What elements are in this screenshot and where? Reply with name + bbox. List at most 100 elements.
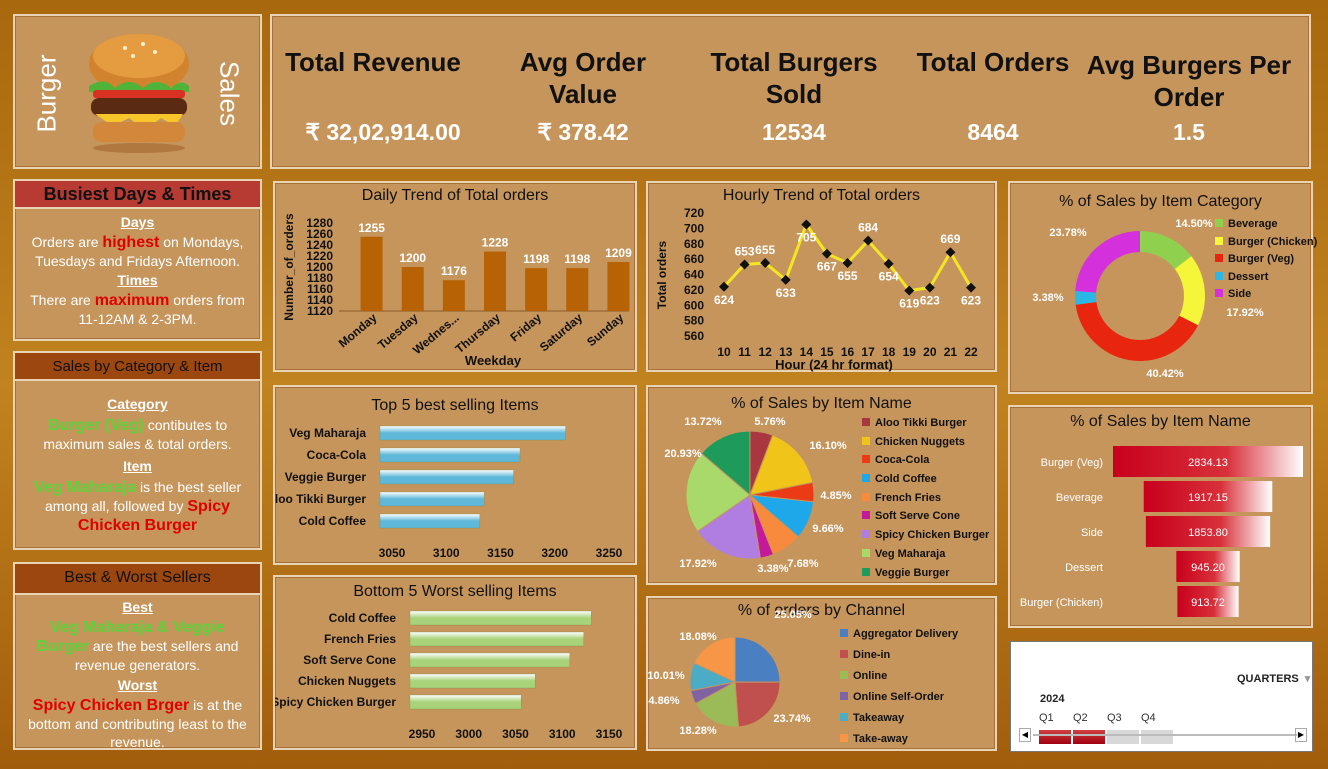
x-tick-label: 17 <box>861 345 875 359</box>
bar <box>607 262 630 311</box>
quarter-label: Q3 <box>1107 712 1122 724</box>
legend-label: Cold Coffee <box>875 473 937 486</box>
data-label: 14.50% <box>1175 218 1213 230</box>
x-tick-label: 14 <box>800 345 814 359</box>
data-label: 3.38% <box>757 563 788 575</box>
data-label: 913.72 <box>1191 597 1225 609</box>
chevron-down-icon[interactable]: ▾ <box>1304 673 1311 685</box>
sellers-worst-label: Worst <box>117 677 158 693</box>
slicer-scrollbar[interactable] <box>1033 734 1297 736</box>
legend-label: Spicy Chicken Burger <box>875 529 990 542</box>
legend-entry: Spicy Chicken Burger <box>862 529 989 548</box>
kpi-title-total-revenue: Total Revenue <box>285 47 461 77</box>
legend-swatch <box>840 671 848 679</box>
bar <box>409 673 536 689</box>
data-point <box>842 257 853 268</box>
quarter-tile-q2[interactable] <box>1073 730 1105 744</box>
bar <box>379 491 485 507</box>
legend-entry: Take-away <box>840 733 958 754</box>
bar <box>379 425 566 441</box>
data-label: 705 <box>796 231 816 245</box>
legend-label: Veggie Burger <box>875 566 950 579</box>
slicer-year: 2024 <box>1040 693 1065 705</box>
category-cat-text: Burger (Veg) contibutes to maximum sales… <box>43 417 232 452</box>
legend-label: Takeaway <box>853 712 905 724</box>
y-axis-label: Total orders <box>655 240 669 309</box>
y-tick-label: Soft Serve Cone <box>303 653 396 667</box>
y-tick-label: Burger (Veg) <box>1041 457 1103 469</box>
x-tick-label: 22 <box>964 345 978 359</box>
legend-swatch <box>862 567 870 576</box>
quarters-slicer[interactable]: QUARTERS ▾ 2024 Q1 Q2 Q3 Q4 ◀ ▶ <box>1010 641 1313 752</box>
y-tick-label: Veg Maharaja <box>289 426 366 440</box>
legend-label: Burger (Chicken) <box>1228 235 1318 248</box>
y-tick-label: 1280 <box>306 216 333 230</box>
busiest-days-text: Orders are highest on Mondays, Tuesdays … <box>31 234 244 269</box>
data-label: 945.20 <box>1191 562 1225 574</box>
quarter-tile-q4[interactable] <box>1141 730 1173 744</box>
logo-panel: Burger Sales <box>13 14 262 169</box>
slicer-scroll-left[interactable]: ◀ <box>1019 728 1031 742</box>
legend-swatch <box>862 511 870 520</box>
y-tick-label: French Fries <box>324 632 396 646</box>
x-tick-label: 13 <box>779 345 793 359</box>
legend-entry: Beverage <box>1215 218 1317 236</box>
pie-slice <box>734 636 781 683</box>
x-tick-label: 3250 <box>596 546 623 560</box>
data-label: 10.01% <box>648 670 685 682</box>
logo-word-burger: Burger <box>31 54 62 133</box>
daily-trend-chart: Daily Trend of Total orders 1120 1140 1160… <box>273 181 637 372</box>
x-tick-label: 16 <box>841 345 855 359</box>
quarter-tile-q3[interactable] <box>1107 730 1139 744</box>
legend-entry: Veggie Burger <box>862 567 989 586</box>
y-tick-label: Beverage <box>1056 492 1103 504</box>
x-tick-label: 11 <box>738 345 751 359</box>
bar <box>409 694 522 710</box>
sellers-title: Best & Worst Sellers <box>15 564 260 595</box>
x-tick-label: 3150 <box>596 727 623 741</box>
kpi-value-avg-burgers: 1.5 <box>1173 119 1205 145</box>
channel-pie-title: % of orders by Channel <box>737 602 906 619</box>
y-tick-label: 1200 <box>306 260 333 274</box>
y-tick-label: 560 <box>684 329 704 343</box>
bar <box>401 267 424 311</box>
x-tick-label: 19 <box>903 345 917 359</box>
legend-swatch <box>840 629 848 637</box>
bar <box>566 268 589 311</box>
busiest-title: Busiest Days & Times <box>15 181 260 209</box>
bottom5-chart: Bottom 5 Worst selling Items Cold Coffee… <box>273 575 637 750</box>
pie-slice <box>1140 231 1192 270</box>
busiest-panel: Busiest Days & Times Days Orders are hig… <box>13 179 262 341</box>
sellers-best-text: Veg Maharaja & Veggie Burger are the bes… <box>36 619 239 673</box>
pie-slice <box>700 430 751 497</box>
data-label: 619 <box>899 297 919 311</box>
category-bars-svg: 2834.13 Burger (Veg) 1917.15 Beverage 1853.8… <box>1020 446 1303 617</box>
bar <box>409 631 584 647</box>
category-bars-chart: % of Sales by Item Name 2834.13 Burger (V… <box>1008 405 1313 628</box>
y-tick-label: 1260 <box>306 227 333 241</box>
legend-swatch <box>840 713 848 721</box>
data-label: 20.93% <box>664 448 702 460</box>
slicer-scroll-right[interactable]: ▶ <box>1295 728 1307 742</box>
quarter-tile-q1[interactable] <box>1039 730 1071 744</box>
x-tick-label: 3100 <box>549 727 576 741</box>
y-tick-label: Chicken Nuggets <box>298 674 396 688</box>
data-label: 1198 <box>523 252 549 266</box>
data-point <box>801 219 812 230</box>
x-tick-label: Sunday <box>584 310 626 349</box>
legend-swatch <box>862 455 870 464</box>
y-tick-label: 1220 <box>306 249 333 263</box>
data-label: 684 <box>858 221 878 235</box>
data-point <box>739 259 750 270</box>
legend-entry: Burger (Chicken) <box>1215 236 1317 254</box>
x-axis-label: Hour (24 hr format) <box>775 357 893 372</box>
legend-swatch <box>862 548 870 557</box>
legend-entry: Aloo Tikki Burger <box>862 417 989 436</box>
hourly-trend-title: Hourly Trend of Total orders <box>722 187 921 204</box>
x-tick-label: 15 <box>820 345 834 359</box>
data-point <box>883 258 894 269</box>
pie-slice <box>1075 291 1097 305</box>
bar <box>360 236 383 311</box>
data-label: 623 <box>961 294 981 308</box>
data-point <box>863 235 874 246</box>
